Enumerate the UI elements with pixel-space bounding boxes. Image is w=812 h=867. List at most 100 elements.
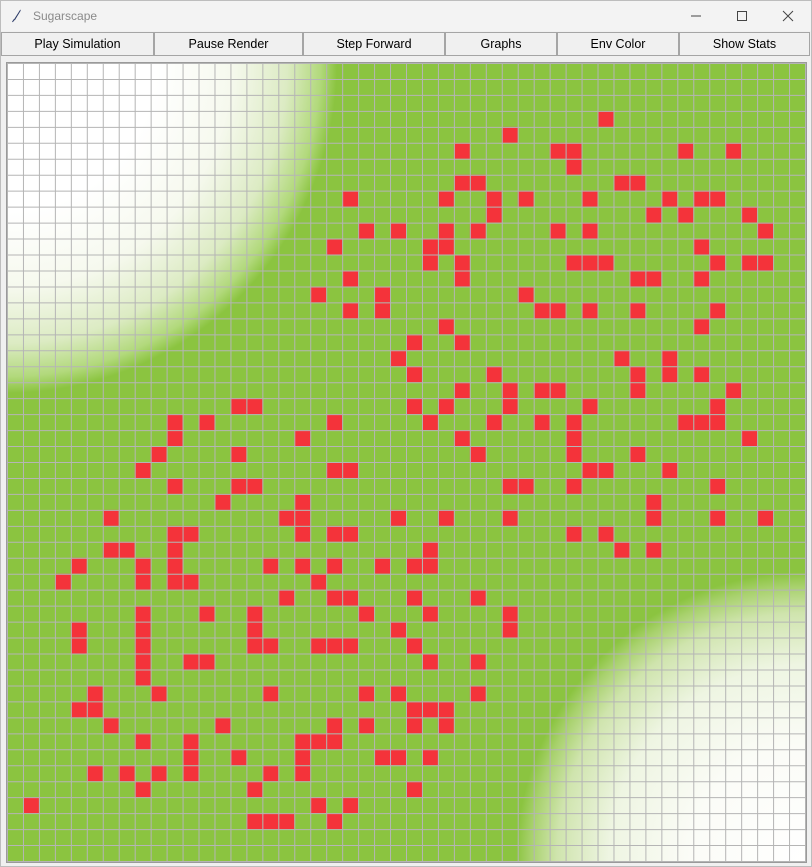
agent-cell: [437, 717, 454, 734]
agent-cell: [437, 190, 454, 207]
agent-cell: [134, 733, 151, 750]
agent-cell: [549, 382, 566, 399]
agent-cell: [757, 509, 774, 526]
agent-cell: [198, 653, 215, 670]
agent-cell: [134, 605, 151, 622]
agent-cell: [198, 414, 215, 431]
agent-cell: [358, 685, 375, 702]
agent-cell: [326, 637, 343, 654]
agent-cell: [421, 254, 438, 271]
agent-cell: [246, 621, 263, 638]
agent-cell: [166, 430, 183, 447]
agent-cell: [102, 717, 119, 734]
agent-cell: [421, 605, 438, 622]
agent-cell: [597, 525, 614, 542]
agent-cell: [629, 446, 646, 462]
agent-cell: [645, 509, 662, 526]
agent-cell: [86, 685, 103, 702]
agent-cell: [469, 222, 486, 239]
agent-cell: [597, 254, 614, 271]
agent-cell: [709, 190, 726, 207]
pause-render-button[interactable]: Pause Render: [154, 32, 303, 56]
agent-cell: [453, 382, 470, 399]
agent-cell: [406, 701, 422, 718]
agent-cell: [70, 637, 87, 654]
agent-cell: [182, 765, 199, 782]
agent-cell: [310, 797, 327, 814]
agent-cell: [421, 238, 438, 255]
play-simulation-button[interactable]: Play Simulation: [1, 32, 154, 56]
agent-cell: [406, 398, 422, 415]
agent-cell: [661, 350, 678, 367]
agent-cell: [453, 142, 470, 159]
agent-cell: [358, 605, 375, 622]
agent-cell: [150, 446, 167, 462]
agent-cell: [709, 414, 726, 431]
agent-cell: [565, 477, 582, 494]
agent-cell: [581, 222, 598, 239]
sugarscape-grid[interactable]: [7, 63, 806, 862]
agent-cell: [581, 190, 598, 207]
maximize-button[interactable]: [719, 1, 765, 31]
agent-cell: [134, 557, 151, 574]
agent-cell: [597, 462, 614, 478]
minimize-button[interactable]: [673, 1, 719, 31]
agent-cell: [246, 813, 263, 830]
agent-cell: [390, 749, 406, 766]
agent-cell: [469, 446, 486, 462]
agent-cell: [342, 797, 359, 814]
agent-cell: [469, 653, 486, 670]
agent-cell: [421, 701, 438, 718]
title-bar[interactable]: Sugarscape: [1, 1, 811, 31]
agent-cell: [421, 557, 438, 574]
agent-cell: [437, 238, 454, 255]
agent-cell: [374, 557, 391, 574]
agent-cell: [278, 813, 295, 830]
agent-cell: [565, 414, 582, 431]
agent-cell: [693, 318, 710, 335]
agent-cell: [230, 749, 247, 766]
agent-cell: [390, 685, 406, 702]
agent-cell: [166, 573, 183, 590]
agent-cell: [406, 589, 422, 606]
agent-cell: [326, 414, 343, 431]
close-icon: [782, 10, 794, 22]
agent-cell: [437, 509, 454, 526]
agent-cell: [709, 398, 726, 415]
agent-cell: [70, 557, 87, 574]
agent-cell: [358, 222, 375, 239]
agent-cell: [501, 398, 518, 415]
agent-cell: [294, 509, 311, 526]
agent-cell: [437, 398, 454, 415]
sugarscape-canvas[interactable]: [6, 62, 807, 863]
agent-cell: [214, 493, 231, 510]
show-stats-button[interactable]: Show Stats: [679, 32, 810, 56]
agent-cell: [453, 254, 470, 271]
close-button[interactable]: [765, 1, 811, 31]
agent-cell: [310, 637, 327, 654]
agent-cell: [326, 717, 343, 734]
agent-cell: [182, 573, 199, 590]
agent-cell: [421, 653, 438, 670]
agent-cell: [501, 477, 518, 494]
agent-cell: [150, 685, 167, 702]
agent-cell: [693, 366, 710, 383]
graphs-button[interactable]: Graphs: [445, 32, 557, 56]
agent-cell: [326, 733, 343, 750]
agent-cell: [374, 302, 391, 319]
agent-cell: [230, 398, 247, 415]
agent-cell: [310, 573, 327, 590]
step-forward-button[interactable]: Step Forward: [303, 32, 445, 56]
agent-cell: [645, 493, 662, 510]
agent-cell: [741, 430, 758, 447]
agent-cell: [565, 254, 582, 271]
agent-cell: [421, 541, 438, 558]
agent-cell: [645, 206, 662, 223]
agent-cell: [533, 302, 550, 319]
env-color-button[interactable]: Env Color: [557, 32, 679, 56]
agent-cell: [390, 222, 406, 239]
agent-cell: [118, 541, 135, 558]
agent-cell: [326, 525, 343, 542]
agent-cell: [86, 701, 103, 718]
